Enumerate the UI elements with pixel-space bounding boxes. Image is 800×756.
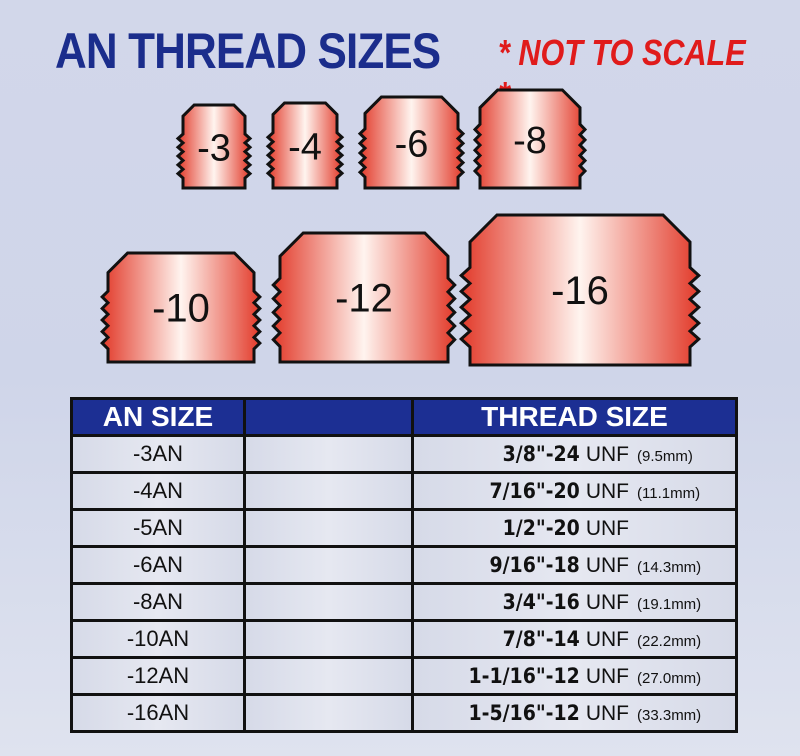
thread-standard: UNF (585, 591, 629, 614)
table-row: -4AN 7/16"-20 UNF (11.1mm) (70, 471, 738, 511)
thread-standard: UNF (585, 665, 629, 688)
thread-standard: UNF (585, 480, 629, 503)
thread-diameter-mm: (22.2mm) (637, 633, 702, 650)
an-size-cell: -16AN (70, 693, 246, 733)
blank-cell (243, 471, 414, 511)
header-blank (243, 397, 414, 437)
an-size-cell: -3AN (70, 434, 246, 474)
thread-standard: UNF (585, 443, 629, 466)
fitting-label: -10 (152, 287, 210, 331)
table-row: -12AN 1-1/16"-12 UNF (27.0mm) (70, 656, 738, 696)
fitting-dash10: -10 (100, 251, 262, 364)
blank-cell (243, 508, 414, 548)
thread-size-cell: 9/16"-18 UNF (14.3mm) (411, 545, 738, 585)
thread-diameter-mm: (14.3mm) (637, 559, 702, 576)
table-row: -10AN 7/8"-14 UNF (22.2mm) (70, 619, 738, 659)
fitting-label: -8 (513, 120, 547, 162)
thread-size-cell: 3/4"-16 UNF (19.1mm) (411, 582, 738, 622)
fitting-label: -3 (197, 128, 231, 170)
thread-size-cell: 7/16"-20 UNF (11.1mm) (411, 471, 738, 511)
blank-cell (243, 434, 414, 474)
thread-spec: 1-5/16"-12 (468, 701, 580, 725)
an-size-cell: -10AN (70, 619, 246, 659)
thread-standard: UNF (585, 628, 629, 651)
thread-spec: 1/2"-20 (502, 516, 580, 540)
thread-size-cell: 3/8"-24 UNF (9.5mm) (411, 434, 738, 474)
table-row: -16AN 1-5/16"-12 UNF (33.3mm) (70, 693, 738, 733)
fitting-label: -4 (288, 127, 322, 169)
fitting-dash12: -12 (271, 231, 457, 364)
thread-diameter-mm: (11.1mm) (637, 485, 701, 502)
fitting-shape (472, 88, 588, 190)
fitting-dash4: -4 (265, 101, 345, 190)
blank-cell (243, 619, 414, 659)
fitting-dash6: -6 (357, 95, 466, 190)
thread-spec: 7/8"-14 (502, 627, 580, 651)
fitting-dash3: -3 (175, 103, 253, 190)
header-thread-size: THREAD SIZE (411, 397, 738, 437)
thread-size-cell: 7/8"-14 UNF (22.2mm) (411, 619, 738, 659)
thread-diameter-mm: (27.0mm) (637, 670, 702, 687)
fitting-shape (100, 251, 262, 364)
thread-diameter-mm: (33.3mm) (637, 707, 702, 724)
blank-cell (243, 582, 414, 622)
fitting-dash8: -8 (472, 88, 588, 190)
header-an-size: AN SIZE (70, 397, 246, 437)
thread-size-cell: 1-5/16"-12 UNF (33.3mm) (411, 693, 738, 733)
fitting-label: -6 (395, 124, 429, 166)
fitting-shape (458, 213, 702, 367)
an-size-cell: -4AN (70, 471, 246, 511)
fitting-label: -16 (551, 269, 609, 313)
thread-diameter-mm: (9.5mm) (637, 448, 693, 465)
blank-cell (243, 693, 414, 733)
thread-standard: UNF (585, 702, 629, 725)
table-row: -3AN 3/8"-24 UNF (9.5mm) (70, 434, 738, 474)
thread-size-cell: 1/2"-20 UNF (411, 508, 738, 548)
thread-standard: UNF (585, 554, 629, 577)
thread-spec: 1-1/16"-12 (468, 664, 580, 688)
table-row: -8AN 3/4"-16 UNF (19.1mm) (70, 582, 738, 622)
thread-spec: 9/16"-18 (489, 553, 580, 577)
fitting-shape (271, 231, 457, 364)
an-size-cell: -6AN (70, 545, 246, 585)
fitting-illustrations: -3 -4 -6 -8 -10 -12 -16 (100, 88, 702, 367)
table-row: -6AN 9/16"-18 UNF (14.3mm) (70, 545, 738, 585)
thread-standard: UNF (585, 517, 629, 540)
an-size-cell: -12AN (70, 656, 246, 696)
an-size-cell: -5AN (70, 508, 246, 548)
fitting-label: -12 (335, 277, 393, 321)
fitting-dash16: -16 (458, 213, 702, 367)
thread-size-table: AN SIZE THREAD SIZE -3AN 3/8"-24 UNF (9.5m… (70, 397, 738, 733)
thread-spec: 3/4"-16 (502, 590, 580, 614)
table-row: -5AN 1/2"-20 UNF (70, 508, 738, 548)
fitting-shape (265, 101, 345, 190)
thread-size-cell: 1-1/16"-12 UNF (27.0mm) (411, 656, 738, 696)
thread-spec: 7/16"-20 (489, 479, 580, 503)
blank-cell (243, 656, 414, 696)
fitting-shape (175, 103, 253, 190)
an-size-cell: -8AN (70, 582, 246, 622)
page-title: AN THREAD SIZES (55, 23, 441, 79)
thread-diameter-mm: (19.1mm) (637, 596, 702, 613)
blank-cell (243, 545, 414, 585)
thread-spec: 3/8"-24 (502, 442, 580, 466)
fitting-shape (357, 95, 466, 190)
